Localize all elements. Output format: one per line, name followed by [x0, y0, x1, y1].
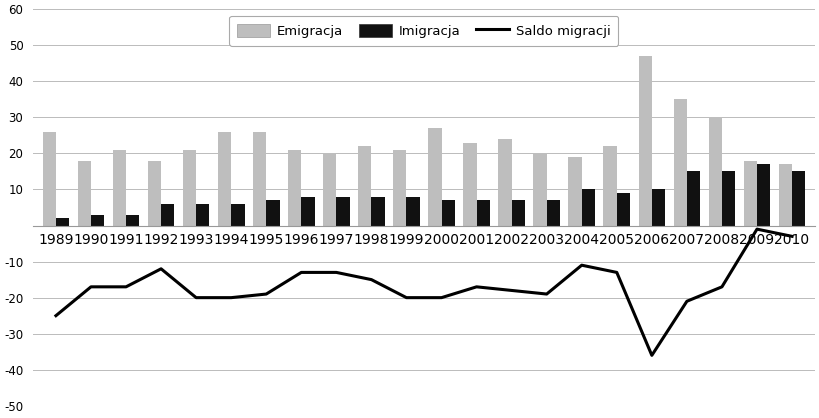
Bar [358, 146, 371, 226]
Bar [687, 171, 700, 226]
Bar [464, 143, 477, 226]
Bar [428, 128, 441, 226]
Bar [581, 189, 595, 226]
Bar [617, 193, 630, 226]
Bar [323, 153, 337, 226]
Bar [744, 161, 757, 226]
Bar [91, 215, 104, 226]
Bar [78, 161, 91, 226]
Bar [568, 157, 581, 226]
Bar [337, 197, 350, 226]
Bar [722, 171, 735, 226]
Bar [266, 200, 279, 226]
Bar [406, 197, 420, 226]
Bar [43, 132, 56, 226]
Bar [56, 218, 70, 226]
Bar [639, 56, 652, 226]
Bar [301, 197, 314, 226]
Bar [113, 150, 126, 226]
Legend: Emigracja, Imigracja, Saldo migracji: Emigracja, Imigracja, Saldo migracji [229, 16, 618, 46]
Bar [441, 200, 455, 226]
Bar [183, 150, 196, 226]
Bar [757, 164, 771, 226]
Bar [161, 204, 174, 226]
Bar [147, 161, 161, 226]
Bar [792, 171, 805, 226]
Bar [218, 132, 231, 226]
Bar [288, 150, 301, 226]
Bar [779, 164, 792, 226]
Bar [477, 200, 490, 226]
Bar [253, 132, 266, 226]
Bar [231, 204, 245, 226]
Bar [673, 99, 687, 226]
Bar [533, 153, 546, 226]
Bar [126, 215, 139, 226]
Bar [393, 150, 406, 226]
Bar [604, 146, 617, 226]
Bar [498, 139, 512, 226]
Bar [371, 197, 385, 226]
Bar [196, 204, 210, 226]
Bar [546, 200, 560, 226]
Bar [708, 117, 722, 226]
Bar [652, 189, 665, 226]
Bar [512, 200, 525, 226]
